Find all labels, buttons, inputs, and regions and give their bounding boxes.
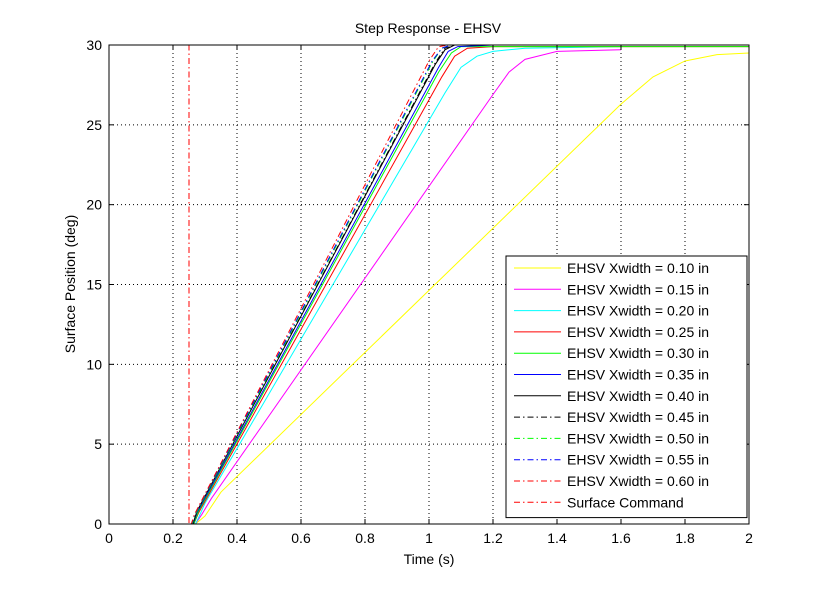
legend-entry-label: EHSV Xwidth = 0.30 in (567, 345, 709, 361)
legend-entry-label: EHSV Xwidth = 0.50 in (567, 430, 709, 446)
series-line-1 (109, 52, 750, 525)
x-tick-label: 0.8 (355, 530, 375, 546)
legend-entry-label: EHSV Xwidth = 0.15 in (567, 281, 709, 297)
series-line-3 (109, 46, 622, 525)
x-tick-label: 0 (105, 530, 113, 546)
legend-entry-label: EHSV Xwidth = 0.45 in (567, 409, 709, 425)
y-tick-label: 5 (94, 436, 102, 452)
x-tick-label: 1 (425, 530, 433, 546)
x-tick-label: 2 (745, 530, 753, 546)
y-tick-label: 0 (94, 516, 102, 532)
legend-box (505, 255, 748, 519)
y-axis-label: Surface Position (deg) (62, 215, 78, 354)
chart-title: Step Response - EHSV (355, 20, 502, 36)
legend-entry-label: EHSV Xwidth = 0.20 in (567, 303, 709, 319)
y-tick-label: 25 (86, 117, 102, 133)
x-tick-label: 1.4 (547, 530, 567, 546)
grid-lines (109, 45, 749, 524)
series-line-5 (109, 46, 749, 525)
y-tick-label: 30 (86, 37, 102, 53)
x-tick-label: 0.6 (291, 530, 311, 546)
x-tick-label: 0.4 (227, 530, 247, 546)
y-tick-label: 20 (86, 197, 102, 213)
legend-entry-label: EHSV Xwidth = 0.10 in (567, 260, 709, 276)
x-tick-label: 1.8 (675, 530, 695, 546)
legend-entry-label: Surface Command (567, 494, 684, 510)
y-tick-label: 15 (86, 277, 102, 293)
legend-entry-label: EHSV Xwidth = 0.55 in (567, 452, 709, 468)
x-axis-label: Time (s) (404, 551, 455, 567)
x-tick-label: 1.6 (611, 530, 631, 546)
x-axis: 0 0.2 0.4 0.6 0.8 1 1.2 1.4 1.6 1.8 2 (105, 45, 753, 546)
legend-entry-label: EHSV Xwidth = 0.40 in (567, 388, 709, 404)
legend-entry-label: EHSV Xwidth = 0.35 in (567, 367, 709, 383)
y-tick-label: 10 (86, 356, 102, 372)
legend-entry-label: EHSV Xwidth = 0.60 in (567, 473, 709, 489)
x-tick-label: 1.2 (483, 530, 503, 546)
legend: EHSV Xwidth = 0.10 in EHSV Xwidth = 0.15 … (505, 255, 748, 519)
y-axis: 0 5 10 15 20 25 30 (86, 37, 749, 532)
x-tick-label: 0.2 (163, 530, 183, 546)
legend-entry-label: EHSV Xwidth = 0.25 in (567, 324, 709, 340)
